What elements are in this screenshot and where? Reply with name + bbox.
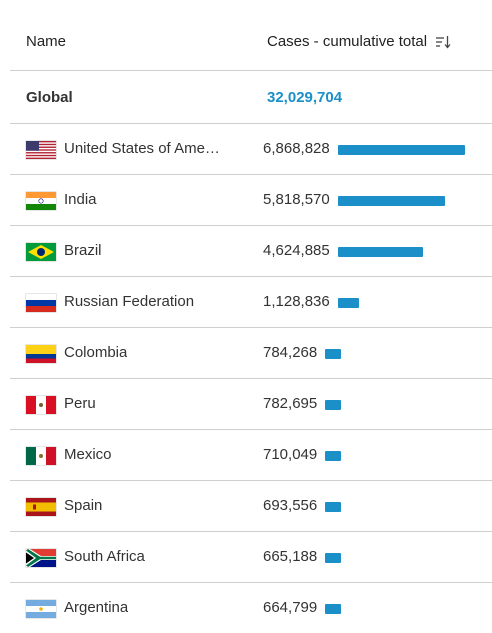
country-name: Argentina <box>64 599 129 616</box>
us-flag-icon <box>26 141 56 159</box>
sort-descending-icon[interactable] <box>435 35 451 49</box>
global-value: 32,029,704 <box>267 89 343 106</box>
country-row[interactable]: Russian Federation 1,128,836 <box>10 277 492 328</box>
country-row[interactable]: Colombia 784,268 <box>10 328 492 379</box>
country-cases: 784,268 <box>263 344 318 361</box>
country-rows: United States of Ame… 6,868,828 India 5,818… <box>10 124 492 633</box>
india-flag-icon <box>26 192 56 210</box>
country-row[interactable]: South Africa 665,188 <box>10 532 492 583</box>
country-name: Russian Federation <box>64 293 195 310</box>
column-header-name[interactable]: Name <box>26 33 67 50</box>
country-row[interactable]: United States of Ame… 6,868,828 <box>10 124 492 175</box>
cases-bar <box>337 247 424 257</box>
country-row[interactable]: Peru 782,695 <box>10 379 492 430</box>
argentina-flag-icon <box>26 600 56 618</box>
country-name: Spain <box>64 497 103 514</box>
country-row[interactable]: Argentina 664,799 <box>10 583 492 633</box>
global-row[interactable]: Global 32,029,704 <box>10 71 492 124</box>
country-row[interactable]: India 5,818,570 <box>10 175 492 226</box>
country-name: South Africa <box>64 548 145 565</box>
country-cases: 6,868,828 <box>263 140 330 157</box>
cases-bar <box>325 400 342 410</box>
country-cases: 4,624,885 <box>263 242 330 259</box>
country-name: Mexico <box>64 446 112 463</box>
country-cases: 1,128,836 <box>263 293 330 310</box>
country-cases: 693,556 <box>263 497 318 514</box>
south-africa-flag-icon <box>26 549 56 567</box>
cases-bar <box>325 349 342 359</box>
country-cases: 782,695 <box>263 395 318 412</box>
peru-flag-icon <box>26 396 56 414</box>
country-row[interactable]: Spain 693,556 <box>10 481 492 532</box>
global-label: Global <box>26 89 73 106</box>
country-cases: 710,049 <box>263 446 318 463</box>
country-name: Brazil <box>64 242 102 259</box>
cases-bar <box>337 298 359 308</box>
brazil-flag-icon <box>26 243 56 261</box>
cases-bar <box>325 451 342 461</box>
country-cases: 5,818,570 <box>263 191 330 208</box>
country-row[interactable]: Brazil 4,624,885 <box>10 226 492 277</box>
cases-bar <box>325 604 342 614</box>
colombia-flag-icon <box>26 345 56 363</box>
country-cases: 664,799 <box>263 599 318 616</box>
cases-bar <box>325 502 342 512</box>
column-header-cases[interactable]: Cases - cumulative total <box>267 33 451 50</box>
country-name: Colombia <box>64 344 128 361</box>
country-name: United States of Ame… <box>64 140 220 157</box>
cases-bar <box>325 553 342 563</box>
cases-bar <box>337 145 465 155</box>
country-name: India <box>64 191 97 208</box>
russia-flag-icon <box>26 294 56 312</box>
table-header: Name Cases - cumulative total <box>10 0 492 71</box>
cases-bar <box>337 196 446 206</box>
column-header-cases-label: Cases - cumulative total <box>267 33 428 50</box>
spain-flag-icon <box>26 498 56 516</box>
mexico-flag-icon <box>26 447 56 465</box>
country-row[interactable]: Mexico 710,049 <box>10 430 492 481</box>
cases-table: Name Cases - cumulative total Global 32,… <box>10 0 492 633</box>
country-cases: 665,188 <box>263 548 318 565</box>
country-name: Peru <box>64 395 96 412</box>
